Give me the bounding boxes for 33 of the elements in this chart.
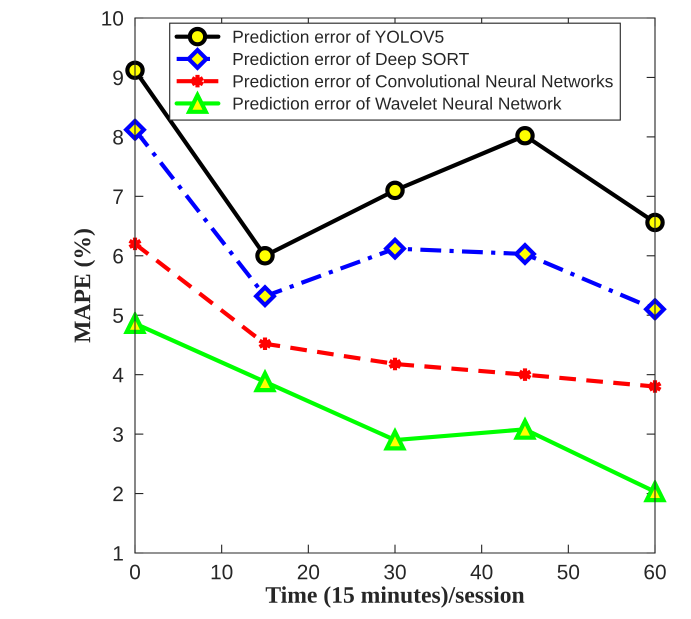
y-tick-label: 8 [113,130,123,145]
legend-label: Prediction error of Wavelet Neural Network [234,96,562,110]
point [515,126,535,146]
y-tick-label: 6 [113,248,123,264]
x-tick-label: 60 [644,564,666,580]
x-tick-label: 50 [558,564,580,580]
legend-label: Prediction error of Convolutional Neural Networks [234,74,613,88]
y-tick-label: 4 [112,368,124,382]
point [254,285,276,308]
point [514,243,536,265]
x-tick-label: 10 [212,564,232,580]
x-axis-title: Time (15 minutes)/session [266,586,524,608]
point [645,212,665,232]
y-axis-title: MAPE (%) [74,229,96,342]
point [124,118,146,141]
legend-label: Prediction error of YOLOV5 [234,30,444,43]
x-tick-label: 30 [384,564,406,580]
y-tick-label: 10 [102,11,124,26]
x-tick-label: 0 [130,564,140,580]
y-tick-label: 9 [113,70,123,86]
y-tick-label: 5 [113,308,124,323]
point [385,180,405,200]
point [384,238,406,260]
x-tick-label: 40 [470,564,492,580]
point [125,60,145,80]
legend-label: Prediction error of Deep SORT [234,52,469,69]
x-tick-label: 20 [298,564,320,580]
y-tick-label: 2 [113,486,123,502]
point [255,246,275,266]
y-tick-label: 7 [113,190,123,204]
y-tick-label: 1 [114,546,123,561]
point [644,298,666,320]
y-tick-label: 3 [113,427,123,442]
